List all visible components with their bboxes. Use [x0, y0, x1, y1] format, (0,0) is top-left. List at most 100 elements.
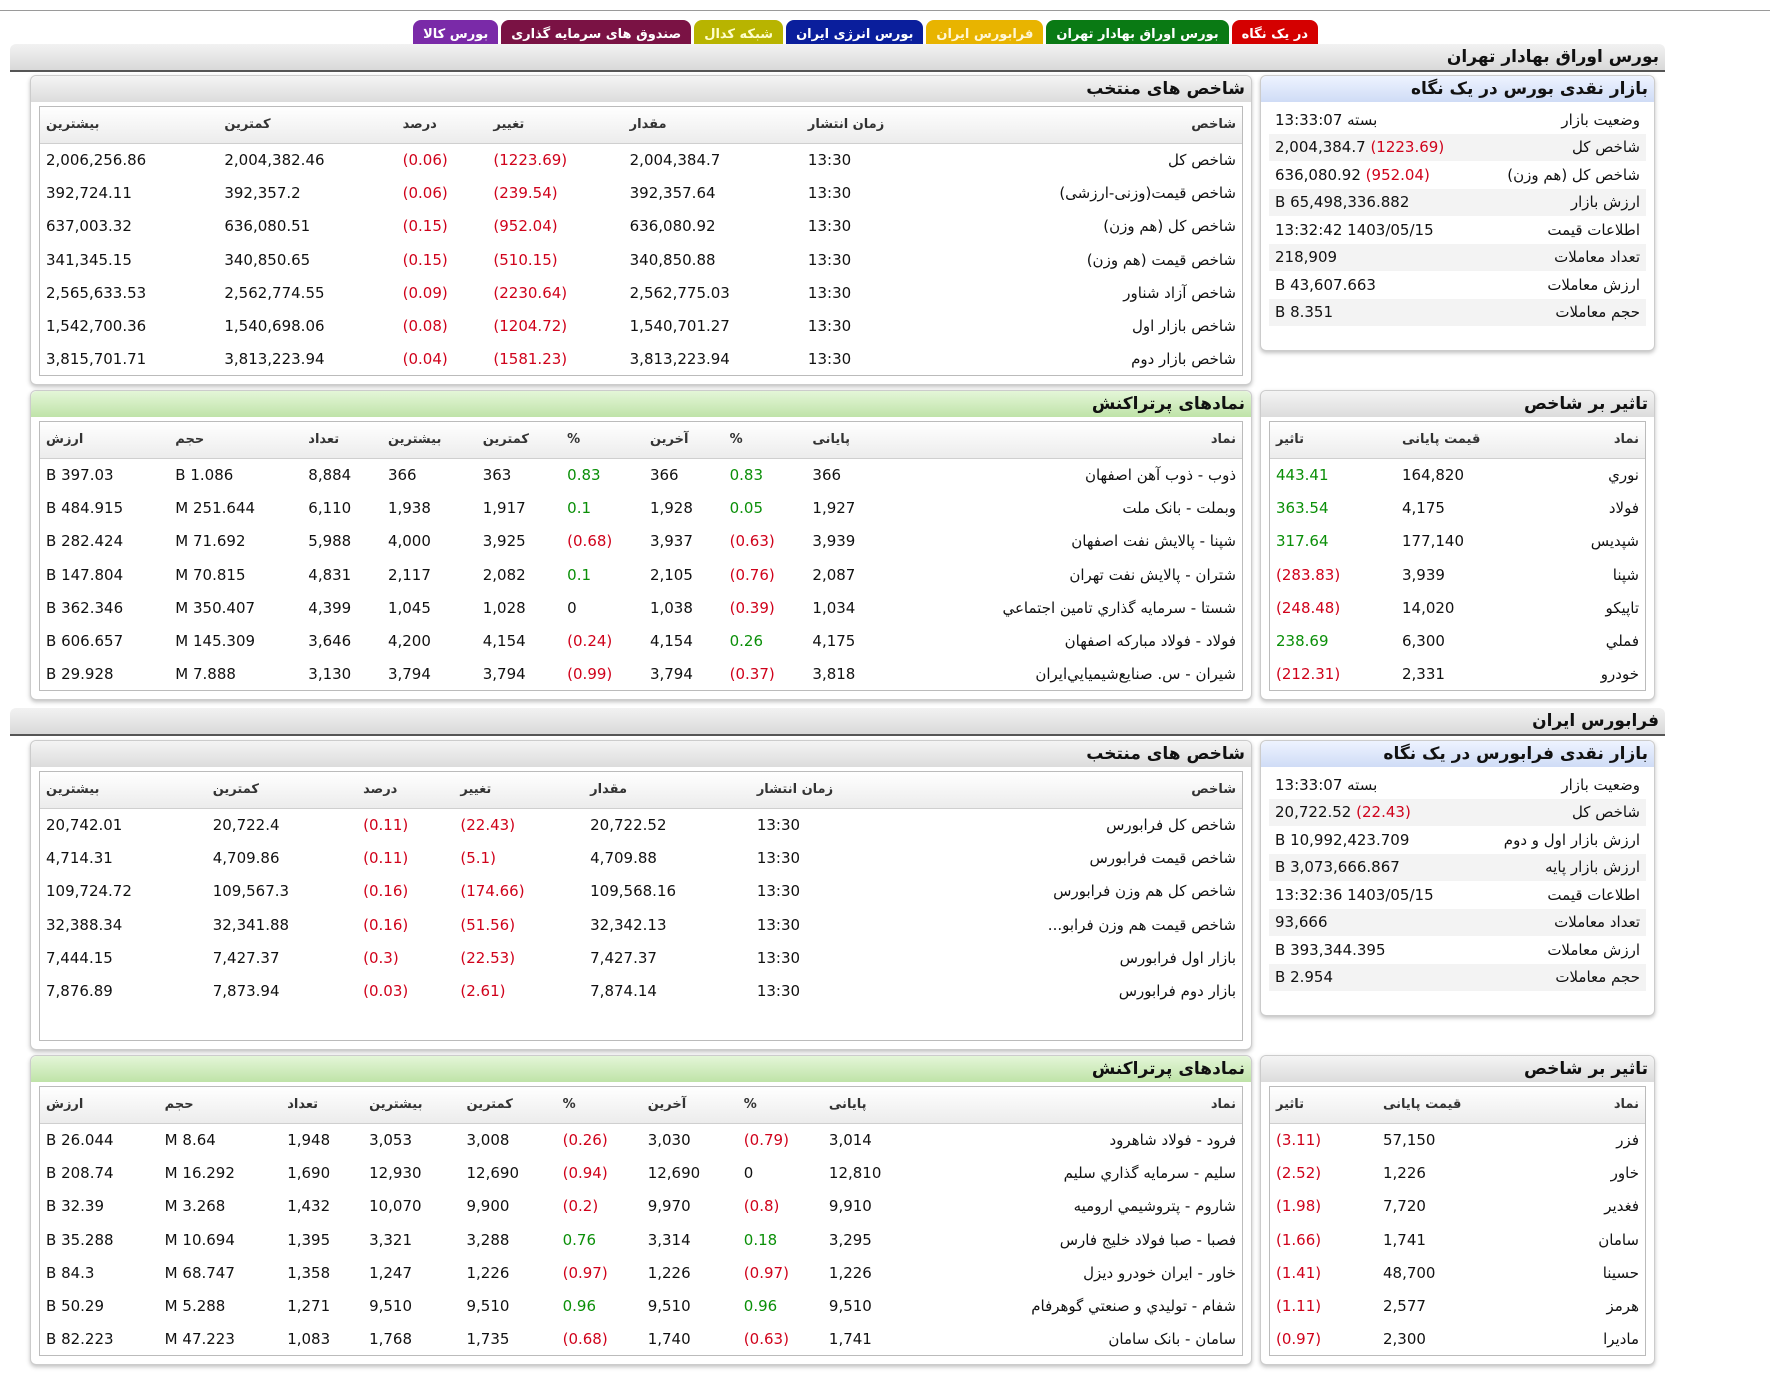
column-header[interactable]: زمان انتشار — [750, 772, 902, 809]
table-row[interactable]: شيران - س. صنايع‌شيميايي‌ايران 3,818 (0.37… — [40, 658, 1242, 691]
table-row[interactable]: شفام - توليدي و صنعتي گوهرفام 9,510 0.96 9,… — [40, 1289, 1242, 1322]
table-row[interactable]: شستا - سرمايه گذاري تامين اجتماعي 1,034 (0… — [40, 591, 1242, 624]
row-name[interactable]: خاور - ايران خودرو ديزل — [1083, 1263, 1236, 1282]
column-header[interactable]: بیشترین — [40, 107, 219, 144]
tab-ifb[interactable]: فرابورس ایران — [926, 20, 1044, 48]
table-row[interactable]: ماديرا 2,300 (0.97) — [1270, 1323, 1645, 1356]
row-name[interactable]: سليم - سرمايه گذاري سليم — [1063, 1163, 1236, 1182]
row-name[interactable]: شاخص آزاد شناور — [1123, 283, 1236, 302]
row-name[interactable]: فغدير — [1604, 1197, 1639, 1216]
row-name[interactable]: بازار اول فرابورس — [1119, 948, 1236, 967]
row-name[interactable]: فولاد — [1608, 498, 1639, 517]
row-name[interactable]: شتران - پالایش نفت تهران — [1069, 565, 1236, 584]
table-row[interactable]: فملي 6,300 238.69 — [1270, 624, 1645, 657]
row-name[interactable]: شفام - توليدي و صنعتي گوهرفام — [1031, 1297, 1236, 1316]
column-header[interactable]: تاثیر — [1270, 422, 1396, 459]
table-row[interactable]: تاپيكو 14,020 (248.48) — [1270, 591, 1645, 624]
table-row[interactable]: شاخص کل 13:30 2,004,384.7 (1223.69) (0.06) 2,… — [40, 143, 1242, 176]
row-name[interactable]: تاپيكو — [1605, 598, 1639, 617]
column-header[interactable]: کمترین — [476, 422, 562, 459]
row-name[interactable]: فولاد - فولاد مباركه اصفهان — [1064, 632, 1236, 651]
tab-energy-exchange[interactable]: بورس انرژی ایران — [786, 20, 924, 48]
row-name[interactable]: شپنا — [1612, 565, 1639, 584]
row-name[interactable]: شاروم - پتروشيمي اروميه — [1073, 1197, 1236, 1216]
table-row[interactable]: نوري 164,820 443.41 — [1270, 458, 1645, 491]
table-row[interactable]: شاخص بازار اول 13:30 1,540,701.27 (1204.72)… — [40, 309, 1242, 342]
table-row[interactable]: شاروم - پتروشيمي اروميه 9,910 (0.8) 9,970 (0… — [40, 1190, 1242, 1223]
row-name[interactable]: شاخص کل فرابورس — [1106, 815, 1236, 834]
table-row[interactable]: فغدير 7,720 (1.98) — [1270, 1190, 1645, 1223]
column-header[interactable]: تعداد — [281, 1087, 364, 1124]
table-row[interactable]: شپنا - پالایش نفت اصفهان 3,939 (0.63) 3,937… — [40, 525, 1242, 558]
table-row[interactable]: شپديس 177,140 317.64 — [1270, 525, 1645, 558]
table-row[interactable]: شاخص آزاد شناور 13:30 2,562,775.03 (2230.64… — [40, 276, 1242, 309]
table-row[interactable]: فولاد - فولاد مباركه اصفهان 4,175 0.26 4,15… — [40, 624, 1242, 657]
column-header[interactable]: نماد — [1545, 422, 1645, 459]
row-name[interactable]: فملي — [1605, 632, 1639, 651]
row-name[interactable]: فصبا - صبا فولاد خليج فارس — [1059, 1230, 1236, 1249]
row-name[interactable]: شاخص کل (هم وزن) — [1103, 217, 1236, 236]
row-name[interactable]: خاور — [1610, 1163, 1639, 1182]
row-name[interactable]: شاخص کل هم وزن فرابورس — [1053, 882, 1236, 901]
table-row[interactable]: شاخص قیمت هم وزن فرابو... 13:30 32,342.13 (… — [40, 908, 1242, 941]
column-header[interactable]: کمترین — [206, 772, 358, 809]
column-header[interactable]: مقدار — [584, 772, 751, 809]
column-header[interactable]: تغییر — [487, 107, 624, 144]
row-name[interactable]: شيران - س. صنايع‌شيميايي‌ايران — [1035, 665, 1236, 684]
table-row[interactable]: خودرو 2,331 (212.31) — [1270, 658, 1645, 691]
table-row[interactable]: حسينا 48,700 (1.41) — [1270, 1256, 1645, 1289]
tab-commodity-exchange[interactable]: بورس کالا — [413, 20, 499, 48]
column-header[interactable]: شاخص — [942, 107, 1242, 144]
table-row[interactable]: شتران - پالایش نفت تهران 2,087 (0.76) 2,105… — [40, 558, 1242, 591]
row-name[interactable]: شستا - سرمايه گذاري تامين اجتماعي — [1002, 598, 1236, 617]
column-header[interactable]: کمترین — [460, 1087, 557, 1124]
tab-at-a-glance[interactable]: در یک نگاه — [1231, 20, 1318, 48]
column-header[interactable]: ارزش — [40, 1087, 159, 1124]
row-name[interactable]: خودرو — [1600, 665, 1639, 684]
column-header[interactable]: بیشترین — [40, 772, 207, 809]
row-name[interactable]: ذوب - ذوب آهن اصفهان — [1084, 465, 1236, 484]
table-row[interactable]: شاخص کل هم وزن فرابورس 13:30 109,568.16 (17… — [40, 875, 1242, 908]
column-header[interactable]: % — [723, 422, 807, 459]
column-header[interactable]: نماد — [919, 1087, 1242, 1124]
column-header[interactable]: آخرین — [643, 422, 724, 459]
row-name[interactable]: شاخص بازار دوم — [1131, 350, 1236, 369]
column-header[interactable]: درصد — [396, 107, 488, 144]
row-name[interactable]: حسينا — [1602, 1263, 1639, 1282]
row-name[interactable]: شاخص قیمت(وزنی-ارزشی) — [1059, 183, 1236, 202]
table-row[interactable]: بازار اول فرابورس 13:30 7,427.37 (22.53) (0.… — [40, 941, 1242, 974]
table-row[interactable]: شاخص کل فرابورس 13:30 20,722.52 (22.43) (0.1… — [40, 808, 1242, 841]
table-row[interactable]: شاخص قیمت (هم وزن) 13:30 340,850.88 (510.15… — [40, 243, 1242, 276]
table-row[interactable]: فولاد 4,175 363.54 — [1270, 491, 1645, 524]
column-header[interactable]: بیشترین — [381, 422, 477, 459]
column-header[interactable]: تعداد — [302, 422, 382, 459]
column-header[interactable]: حجم — [158, 1087, 282, 1124]
column-header[interactable]: تاثیر — [1270, 1087, 1377, 1124]
row-name[interactable]: بازار دوم فرابورس — [1118, 982, 1236, 1001]
table-row[interactable]: وبملت - بانک ملت 1,927 0.05 1,928 0.1 1,917 1,… — [40, 491, 1242, 524]
table-row[interactable]: شپنا 3,939 (283.83) — [1270, 558, 1645, 591]
column-header[interactable]: حجم — [169, 422, 303, 459]
row-name[interactable]: شپديس — [1590, 532, 1639, 551]
row-name[interactable]: سامان — [1598, 1230, 1639, 1249]
column-header[interactable]: شاخص — [901, 772, 1242, 809]
table-row[interactable]: شاخص قیمت فرابورس 13:30 4,709.88 (5.1) (0.11… — [40, 841, 1242, 874]
row-name[interactable]: شاخص قیمت هم وزن فرابو... — [1047, 915, 1236, 934]
column-header[interactable]: درصد — [357, 772, 455, 809]
table-row[interactable]: فزر 57,150 (3.11) — [1270, 1123, 1645, 1156]
column-header[interactable]: % — [561, 422, 644, 459]
column-header[interactable]: نماد — [1546, 1087, 1645, 1124]
table-row[interactable]: خاور 1,226 (2.52) — [1270, 1156, 1645, 1189]
column-header[interactable]: آخرین — [641, 1087, 738, 1124]
table-row[interactable]: خاور - ايران خودرو ديزل 1,226 (0.97) 1,226 (… — [40, 1256, 1242, 1289]
table-row[interactable]: شاخص قیمت(وزنی-ارزشی) 13:30 392,357.64 (239… — [40, 176, 1242, 209]
column-header[interactable]: قیمت پایانی — [1395, 422, 1546, 459]
column-header[interactable]: % — [737, 1087, 823, 1124]
column-header[interactable]: زمان انتشار — [801, 107, 943, 144]
column-header[interactable]: تغییر — [454, 772, 585, 809]
row-name[interactable]: شاخص قیمت (هم وزن) — [1086, 250, 1236, 269]
table-row[interactable]: سامان 1,741 (1.66) — [1270, 1223, 1645, 1256]
table-row[interactable]: سليم - سرمايه گذاري سليم 12,810 0 12,690 (0.… — [40, 1156, 1242, 1189]
row-name[interactable]: نوري — [1608, 465, 1639, 484]
table-row[interactable]: هرمز 2,577 (1.11) — [1270, 1289, 1645, 1322]
